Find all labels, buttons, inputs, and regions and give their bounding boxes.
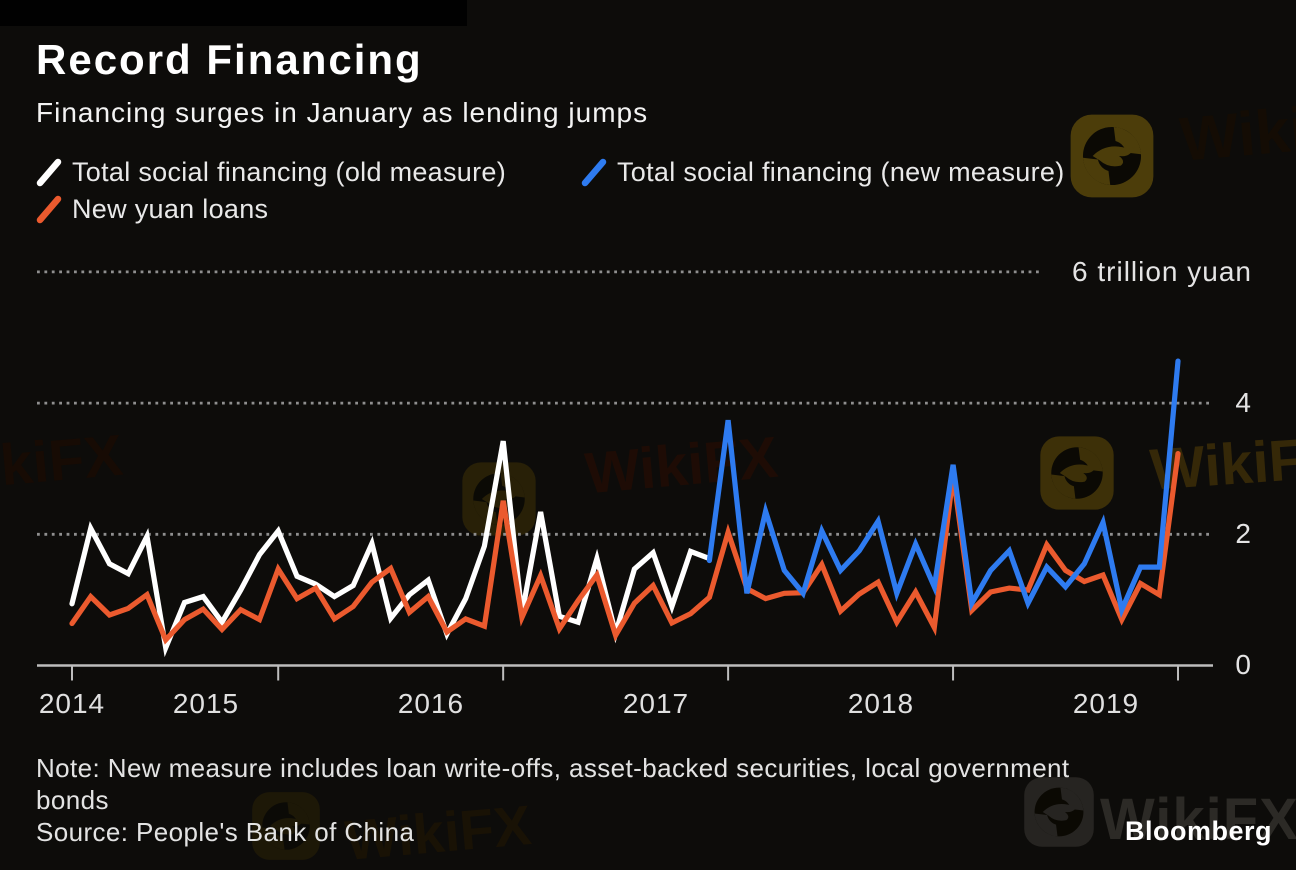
bloomberg-logo: Bloomberg bbox=[1125, 816, 1273, 846]
wikifx-watermark: WikiFX bbox=[1100, 787, 1296, 852]
top-black-strip bbox=[0, 0, 467, 26]
